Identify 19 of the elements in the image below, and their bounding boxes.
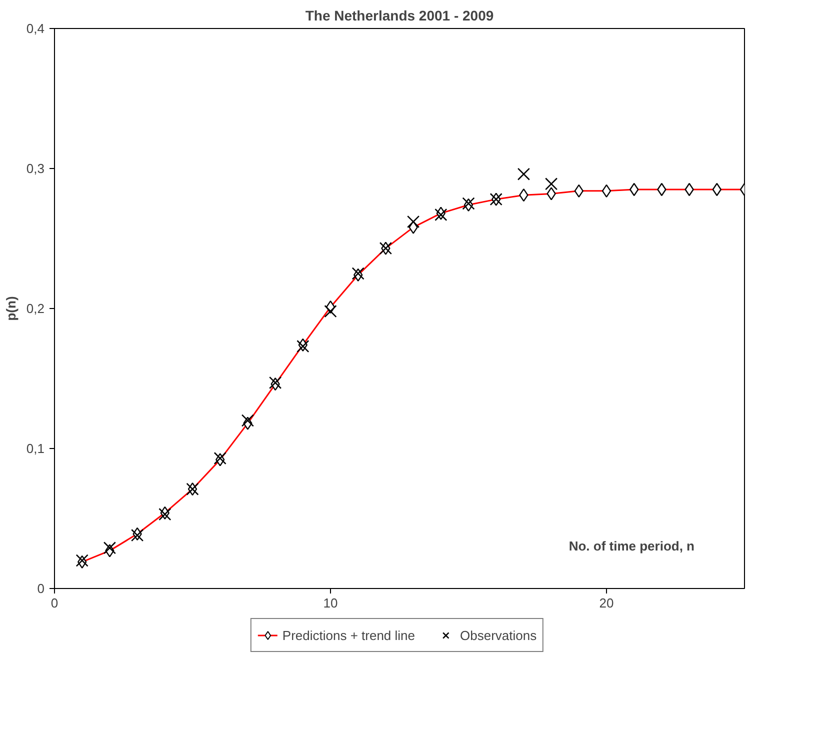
y-tick-label: 0,1: [26, 441, 45, 456]
point: [544, 178, 558, 190]
y-tick-label: 0,2: [26, 301, 45, 316]
chart-title: The Netherlands 2001 - 2009: [305, 8, 494, 24]
y-axis-title: p(n): [3, 296, 18, 321]
x-tick-label: 20: [599, 596, 614, 610]
point: [517, 168, 530, 180]
point: [103, 542, 116, 554]
legend-label: Predictions + trend line: [282, 628, 416, 642]
point: [324, 304, 337, 318]
point: [406, 215, 420, 228]
x-tick-label: 0: [50, 596, 58, 610]
y-tick-label: 0: [37, 581, 45, 596]
legend-label: Observations: [460, 628, 537, 642]
y-tick-label: 0,3: [26, 161, 45, 176]
x-tick-label: 10: [323, 596, 338, 610]
x-axis-title: No. of time period, n: [568, 538, 695, 554]
point: [241, 414, 254, 427]
y-tick-label: 0,4: [26, 21, 45, 36]
